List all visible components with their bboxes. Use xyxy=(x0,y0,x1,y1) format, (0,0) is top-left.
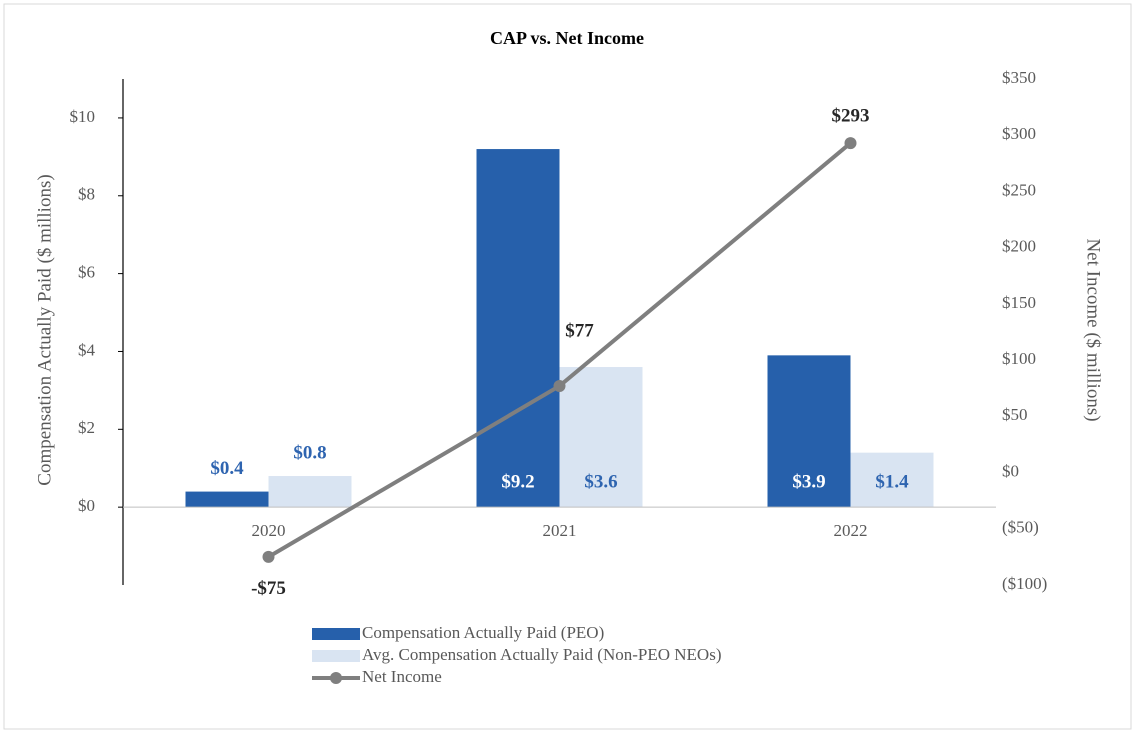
bar xyxy=(268,476,352,508)
bar-value-label: $3.6 xyxy=(584,472,617,493)
x-tick-label: 2022 xyxy=(834,521,868,540)
line-value-label: $77 xyxy=(565,320,594,341)
y-axis-title: Compensation Actually Paid ($ millions) xyxy=(34,174,55,485)
y2-axis-title: Net Income ($ millions) xyxy=(1083,238,1104,421)
y2-tick-label: $50 xyxy=(1002,405,1028,424)
bar-value-label: $3.9 xyxy=(792,472,825,493)
line-value-label: -$75 xyxy=(251,578,286,599)
line-marker xyxy=(844,137,857,150)
line-value-label: $293 xyxy=(832,105,870,126)
bar xyxy=(850,452,934,508)
y2-tick-label: $200 xyxy=(1002,237,1036,256)
x-tick-label: 2020 xyxy=(252,521,286,540)
legend-label: Avg. Compensation Actually Paid (Non-PEO… xyxy=(362,645,721,664)
bar-value-label: $9.2 xyxy=(501,472,534,493)
bar xyxy=(559,367,643,508)
legend-swatch xyxy=(312,628,360,640)
bar xyxy=(767,355,851,508)
y2-tick-label: ($100) xyxy=(1002,574,1047,593)
line-marker xyxy=(553,379,566,392)
y2-tick-label: $250 xyxy=(1002,180,1036,199)
y2-tick-label: $0 xyxy=(1002,461,1019,480)
chart-title: CAP vs. Net Income xyxy=(490,28,644,48)
bar-value-label: $0.4 xyxy=(210,458,244,479)
y2-tick-label: $100 xyxy=(1002,349,1036,368)
y2-tick-label: $150 xyxy=(1002,293,1036,312)
y2-tick-label: ($50) xyxy=(1002,518,1039,537)
bar xyxy=(185,491,269,508)
frame xyxy=(3,3,1132,730)
y-tick-label: $6 xyxy=(78,263,95,282)
y2-tick-label: $300 xyxy=(1002,124,1036,143)
bar xyxy=(476,149,560,508)
legend-label: Net Income xyxy=(362,667,442,686)
x-tick-label: 2021 xyxy=(543,521,577,540)
bar-value-label: $1.4 xyxy=(875,472,909,493)
bar-value-label: $0.8 xyxy=(293,442,326,463)
y-tick-label: $8 xyxy=(78,185,95,204)
legend-label: Compensation Actually Paid (PEO) xyxy=(362,623,604,642)
line-marker xyxy=(262,550,275,563)
legend-swatch xyxy=(312,650,360,662)
y-tick-label: $4 xyxy=(78,340,96,359)
y-tick-label: $0 xyxy=(78,496,95,515)
y-tick-label: $2 xyxy=(78,418,95,437)
y-tick-label: $10 xyxy=(70,107,96,126)
y2-tick-label: $350 xyxy=(1002,68,1036,87)
legend-marker xyxy=(330,672,342,684)
